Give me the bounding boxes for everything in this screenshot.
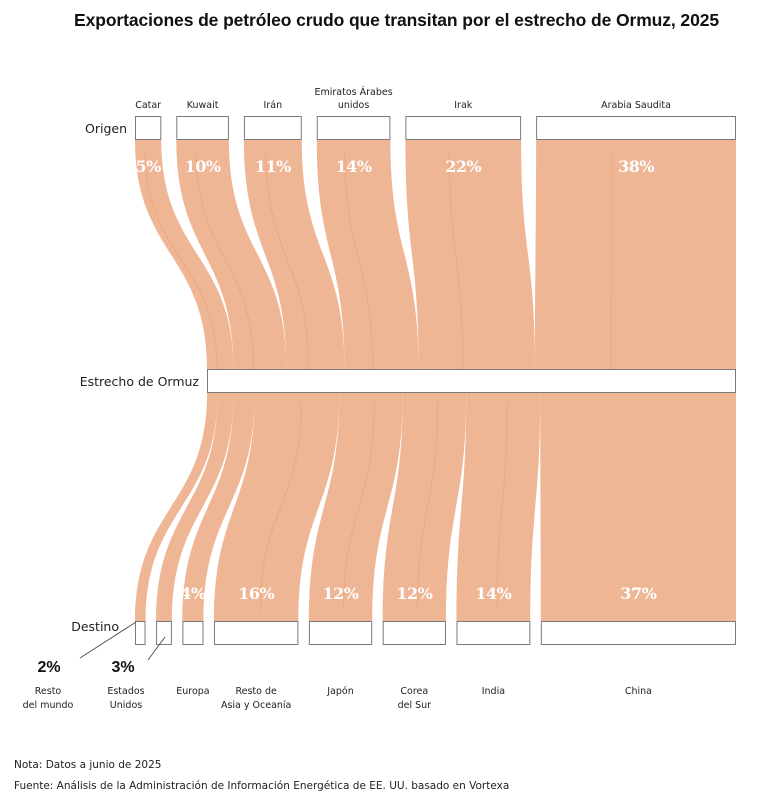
- origin-node-iran: [243, 116, 302, 140]
- destination-node-resto-de-asia-y-oceania: [213, 621, 299, 645]
- destination-node-resto-del-mundo: [135, 621, 146, 645]
- destination-label: India: [482, 686, 505, 697]
- destination-node-japon: [308, 621, 373, 645]
- stage-label-origin: Origen: [85, 121, 127, 136]
- destination-node-china: [540, 621, 737, 645]
- flow-substream-line: [610, 149, 613, 370]
- flow-substream-line: [417, 402, 439, 612]
- flow-substream-line: [496, 402, 508, 612]
- flow-destination-japon: [308, 393, 403, 621]
- callout-leader-line: [79, 621, 137, 659]
- origin-value-label: 11%: [255, 157, 291, 176]
- destination-value-label: 16%: [238, 584, 274, 603]
- destination-label: Europa: [176, 686, 209, 697]
- destination-node-estados-unidos: [156, 621, 172, 645]
- chart-title: Exportaciones de petróleo crudo que tran…: [74, 10, 719, 30]
- destination-label: Corea: [400, 686, 428, 697]
- destination-value-callout: 2%: [37, 659, 60, 676]
- destination-label: Asia y Oceanía: [221, 700, 291, 711]
- origin-value-label: 38%: [618, 157, 654, 176]
- flow-substream-line: [344, 149, 374, 370]
- origin-label: unidos: [338, 100, 370, 111]
- flow-substream-line: [343, 402, 375, 612]
- destination-node-europa: [182, 621, 204, 645]
- origin-node-arabia-saudita: [536, 116, 736, 140]
- flow-destination-resto-de-asia-y-oceania: [213, 393, 340, 621]
- destination-label: Unidos: [110, 700, 142, 711]
- flow-origin-arabia-saudita: [534, 140, 736, 369]
- destination-node-india: [456, 621, 531, 645]
- destination-label: del mundo: [23, 700, 74, 711]
- origin-value-label: 14%: [336, 157, 372, 176]
- destination-value-label: 14%: [475, 584, 511, 603]
- destination-label: China: [625, 686, 652, 697]
- origin-label: Catar: [135, 100, 161, 111]
- origin-node-emiratos-arabes-unidos: [316, 116, 391, 140]
- origin-value-label: 22%: [445, 157, 481, 176]
- flow-substream-line: [259, 402, 302, 612]
- flow-destination-europa: [182, 393, 255, 621]
- origin-value-label: 10%: [185, 157, 221, 176]
- stage-label-strait: Estrecho de Ormuz: [80, 374, 200, 389]
- origin-label: Irak: [454, 100, 473, 111]
- flow-origin-emiratos-arabes-unidos: [316, 140, 419, 369]
- flow-origin-kuwait: [176, 140, 287, 369]
- destination-label: Japón: [326, 686, 354, 697]
- destination-value-label: 4%: [180, 584, 206, 603]
- destination-label: del Sur: [398, 700, 432, 711]
- origin-value-label: 5%: [135, 157, 161, 176]
- destination-value-label: 37%: [620, 584, 656, 603]
- origin-label: Emiratos Árabes: [314, 86, 392, 98]
- flow-destination-india: [456, 393, 541, 621]
- destination-value-label: 12%: [323, 584, 359, 603]
- flow-destination-resto-del-mundo: [135, 393, 218, 621]
- destination-label: Estados: [107, 686, 144, 697]
- origin-node-irak: [405, 116, 522, 140]
- strait-node: [207, 369, 736, 393]
- source-text: Fuente: Análisis de la Administración de…: [14, 780, 510, 792]
- callout-leader-line: [147, 636, 166, 661]
- flow-origin-irak: [405, 140, 535, 369]
- flow-substream-line: [144, 149, 218, 370]
- note-text: Nota: Datos a junio de 2025: [14, 759, 162, 771]
- destination-label: Resto de: [235, 686, 277, 697]
- origin-label: Kuwait: [187, 100, 219, 111]
- destination-value-label: 12%: [396, 584, 432, 603]
- origin-label: Irán: [264, 100, 283, 111]
- destination-value-callout: 3%: [111, 659, 134, 676]
- destination-label: Resto: [35, 686, 62, 697]
- stage-label-destination: Destino: [71, 619, 119, 634]
- flow-substream-line: [195, 149, 254, 370]
- flow-destination-china: [540, 393, 736, 621]
- flow-substream-line: [448, 149, 464, 370]
- origin-node-kuwait: [176, 116, 229, 140]
- flow-destination-estados-unidos: [156, 393, 234, 621]
- origin-node-catar: [135, 116, 162, 140]
- origin-label: Arabia Saudita: [601, 100, 671, 111]
- flow-substream-line: [265, 149, 309, 370]
- destination-node-corea-del-sur: [382, 621, 446, 645]
- flow-destination-corea-del-sur: [382, 393, 467, 621]
